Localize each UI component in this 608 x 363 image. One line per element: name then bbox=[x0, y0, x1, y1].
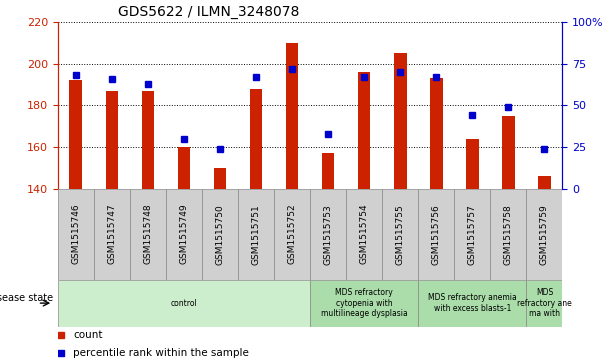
Text: GSM1515753: GSM1515753 bbox=[323, 204, 333, 265]
FancyBboxPatch shape bbox=[166, 189, 202, 280]
FancyBboxPatch shape bbox=[274, 189, 310, 280]
FancyBboxPatch shape bbox=[58, 189, 94, 280]
FancyBboxPatch shape bbox=[418, 189, 454, 280]
Text: MDS refractory
cytopenia with
multilineage dysplasia: MDS refractory cytopenia with multilinea… bbox=[321, 288, 407, 318]
Bar bbox=[106, 91, 118, 189]
Bar bbox=[142, 91, 154, 189]
Bar bbox=[358, 72, 370, 189]
FancyBboxPatch shape bbox=[58, 280, 310, 327]
FancyBboxPatch shape bbox=[310, 280, 418, 327]
Text: GSM1515756: GSM1515756 bbox=[432, 204, 441, 265]
FancyBboxPatch shape bbox=[527, 280, 562, 327]
Text: GSM1515759: GSM1515759 bbox=[540, 204, 549, 265]
FancyBboxPatch shape bbox=[202, 189, 238, 280]
Bar bbox=[430, 78, 443, 189]
FancyBboxPatch shape bbox=[130, 189, 166, 280]
Text: count: count bbox=[73, 330, 102, 340]
Bar bbox=[538, 176, 551, 189]
Bar bbox=[213, 168, 226, 189]
FancyBboxPatch shape bbox=[490, 189, 527, 280]
Text: MDS refractory anemia
with excess blasts-1: MDS refractory anemia with excess blasts… bbox=[428, 293, 517, 313]
Text: GSM1515748: GSM1515748 bbox=[143, 204, 153, 265]
Bar bbox=[502, 116, 514, 189]
Text: disease state: disease state bbox=[0, 293, 53, 303]
Text: GSM1515755: GSM1515755 bbox=[396, 204, 405, 265]
Bar bbox=[322, 153, 334, 189]
Bar bbox=[394, 53, 407, 189]
FancyBboxPatch shape bbox=[94, 189, 130, 280]
Bar bbox=[286, 42, 299, 189]
Text: GSM1515752: GSM1515752 bbox=[288, 204, 297, 265]
FancyBboxPatch shape bbox=[454, 189, 490, 280]
Text: GSM1515747: GSM1515747 bbox=[108, 204, 116, 265]
Text: GSM1515758: GSM1515758 bbox=[504, 204, 513, 265]
Text: GSM1515754: GSM1515754 bbox=[360, 204, 368, 265]
FancyBboxPatch shape bbox=[527, 189, 562, 280]
Text: GSM1515751: GSM1515751 bbox=[252, 204, 260, 265]
Text: control: control bbox=[171, 299, 197, 307]
FancyBboxPatch shape bbox=[346, 189, 382, 280]
Bar bbox=[69, 80, 82, 189]
FancyBboxPatch shape bbox=[238, 189, 274, 280]
FancyBboxPatch shape bbox=[418, 280, 527, 327]
Text: GDS5622 / ILMN_3248078: GDS5622 / ILMN_3248078 bbox=[119, 5, 300, 19]
Text: GSM1515749: GSM1515749 bbox=[179, 204, 188, 265]
Text: GSM1515757: GSM1515757 bbox=[468, 204, 477, 265]
FancyBboxPatch shape bbox=[310, 189, 346, 280]
Bar bbox=[178, 147, 190, 189]
Bar bbox=[250, 89, 262, 189]
Bar bbox=[466, 139, 478, 189]
Text: percentile rank within the sample: percentile rank within the sample bbox=[73, 348, 249, 358]
Text: GSM1515750: GSM1515750 bbox=[215, 204, 224, 265]
FancyBboxPatch shape bbox=[382, 189, 418, 280]
Text: MDS
refractory ane
ma with: MDS refractory ane ma with bbox=[517, 288, 572, 318]
Text: GSM1515746: GSM1515746 bbox=[71, 204, 80, 265]
